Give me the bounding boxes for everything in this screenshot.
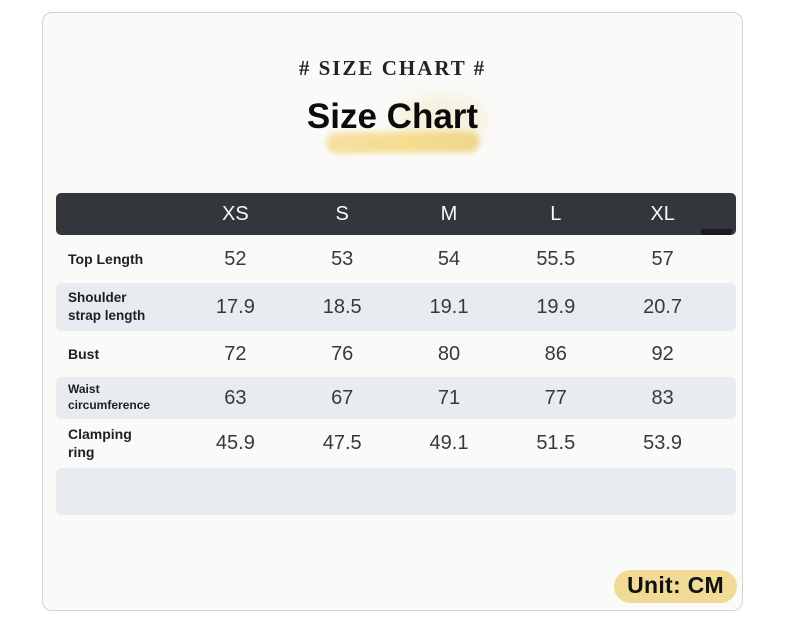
row-label-line1: Clamping xyxy=(68,425,132,442)
row-label: Clamping ring xyxy=(56,425,182,461)
table-header-row: XS S M L XL xyxy=(56,193,736,235)
cell-value: 77 xyxy=(544,386,567,409)
header-cell-xs: XS xyxy=(222,202,249,225)
cell-value: 63 xyxy=(224,386,247,409)
unit-badge: Unit: CM xyxy=(614,570,737,603)
header-cell-xl: XL xyxy=(650,202,675,225)
cell-value: 71 xyxy=(437,386,461,409)
cell-value: 80 xyxy=(437,342,461,365)
table-row-clamping-ring: Clamping ring 45.9 47.5 49.1 51.5 53.9 xyxy=(56,419,736,467)
row-label: Waist circumference xyxy=(56,382,182,413)
header-cell-l: L xyxy=(550,202,562,225)
row-label-line1: Shoulder xyxy=(68,290,127,306)
cell-value: 19.1 xyxy=(429,295,469,318)
header-cell-m: M xyxy=(440,202,458,225)
table-row-top-length: Top Length 52 53 54 55.5 57 xyxy=(56,235,736,283)
row-label: Shoulder strap length xyxy=(56,289,182,324)
row-label: Bust xyxy=(56,345,182,363)
table-row-shoulder-strap: Shoulder strap length 17.9 18.5 19.1 19.9… xyxy=(56,283,736,331)
cell-value: 53.9 xyxy=(643,431,683,454)
row-label-line1: Waist xyxy=(68,382,100,397)
size-chart-card: # SIZE CHART # Size Chart XS S M L XL To… xyxy=(42,12,743,611)
row-label: Top Length xyxy=(56,250,182,268)
row-label-line2: strap length xyxy=(68,308,146,323)
section-eyebrow: # SIZE CHART # xyxy=(298,56,487,80)
cell-value: 47.5 xyxy=(322,431,362,454)
table-row-waist: Waist circumference 63 67 71 77 83 xyxy=(56,377,736,419)
cell-value: 72 xyxy=(224,342,247,365)
cell-value: 45.9 xyxy=(215,431,255,454)
cell-value: 51.5 xyxy=(536,431,576,454)
page-title: Size Chart xyxy=(306,97,479,136)
cell-value: 67 xyxy=(331,386,354,409)
cell-value: 57 xyxy=(651,247,674,270)
cell-value: 20.7 xyxy=(643,295,683,318)
row-label-line2: ring xyxy=(68,444,95,460)
cell-value: 83 xyxy=(651,386,674,409)
table-row-bust: Bust 72 76 80 86 92 xyxy=(56,331,736,377)
header-cell-s: S xyxy=(335,202,349,225)
cell-value: 54 xyxy=(437,247,461,270)
cell-value: 52 xyxy=(224,247,247,270)
header-corner-fold xyxy=(701,229,732,235)
cell-value: 55.5 xyxy=(536,247,576,270)
size-table: XS S M L XL Top Length 52 53 54 55.5 57 … xyxy=(56,193,736,515)
cell-value: 17.9 xyxy=(215,295,255,318)
cell-value: 86 xyxy=(544,342,567,365)
cell-value: 19.9 xyxy=(536,295,576,318)
row-label-line2: circumference xyxy=(68,398,151,412)
table-row-empty xyxy=(56,468,736,515)
cell-value: 49.1 xyxy=(429,431,469,454)
cell-value: 53 xyxy=(331,247,354,270)
row-label-line1: Top Length xyxy=(68,250,144,267)
cell-value: 18.5 xyxy=(322,295,362,318)
cell-value: 76 xyxy=(331,342,354,365)
cell-value: 92 xyxy=(651,342,674,365)
row-label-line1: Bust xyxy=(68,345,100,362)
